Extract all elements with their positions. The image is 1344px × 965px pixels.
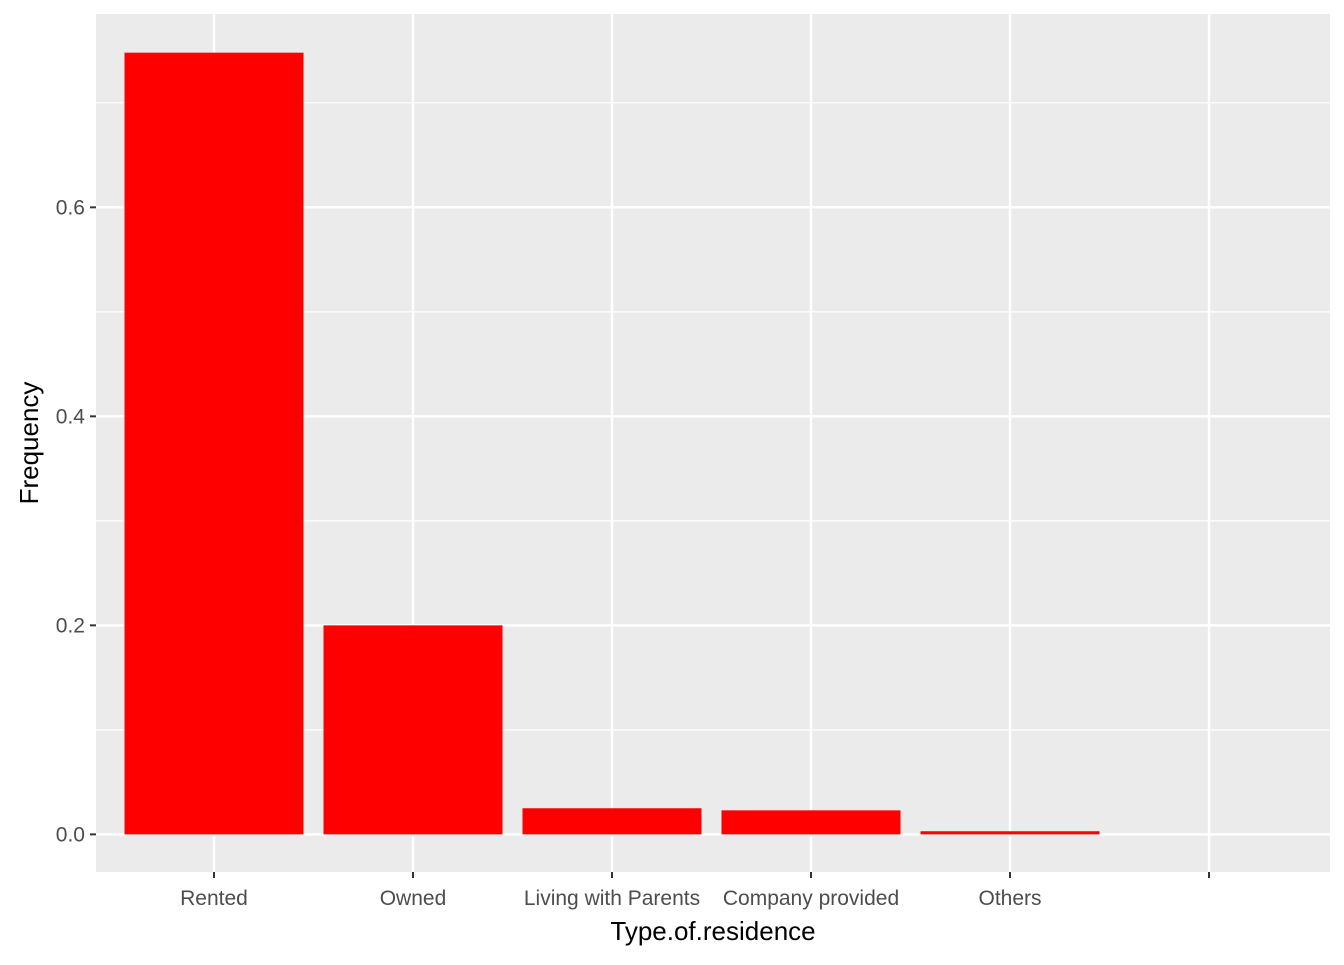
bar-series [124, 52, 1100, 835]
y-tick-label: 0.0 [56, 823, 85, 846]
x-tick-label: Owned [380, 887, 447, 910]
x-axis-title: Type.of.residence [610, 916, 815, 946]
bar-living-with-parents [522, 808, 702, 835]
x-axis: Rented Owned Living with Parents Company pr… [180, 872, 1210, 910]
y-tick-label: 0.4 [56, 405, 86, 428]
bar-rented [124, 52, 304, 835]
x-tick-label: Company provided [723, 887, 899, 910]
bar-company-provided [721, 810, 901, 835]
y-axis: 0.0 0.2 0.4 0.6 [56, 196, 96, 846]
x-tick-label: Rented [180, 887, 248, 910]
y-tick-label: 0.2 [56, 614, 85, 637]
y-axis-title: Frequency [14, 382, 44, 505]
x-tick-label: Others [978, 887, 1041, 910]
bar-owned [323, 625, 503, 835]
x-tick-label: Living with Parents [524, 887, 700, 910]
bar-others [920, 831, 1100, 835]
y-tick-label: 0.6 [56, 196, 85, 219]
